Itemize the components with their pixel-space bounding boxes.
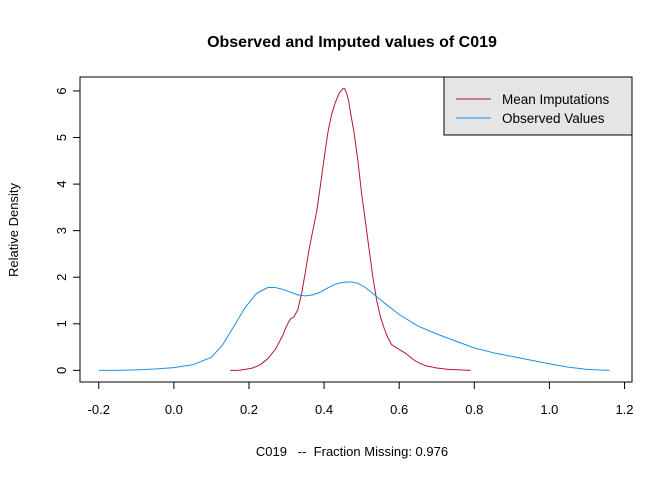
legend-label-mean-imputations: Mean Imputations <box>502 92 610 107</box>
y-axis-label: Relative Density <box>6 183 21 277</box>
series-line-observed-values <box>98 281 610 371</box>
y-tick-label: 4 <box>54 180 69 187</box>
chart-title: Observed and Imputed values of C019 <box>207 34 497 51</box>
series-line-mean-imputations <box>230 88 471 371</box>
y-tick-label: 0 <box>54 367 69 374</box>
x-tick-label: 0.2 <box>240 402 258 417</box>
series-layer <box>98 88 610 371</box>
x-tick-label: 0.4 <box>315 402 333 417</box>
y-tick-label: 3 <box>54 227 69 234</box>
y-tick-label: 1 <box>54 320 69 327</box>
x-tick-label: -0.2 <box>88 402 110 417</box>
y-tick-label: 5 <box>54 134 69 141</box>
y-tick-label: 6 <box>54 87 69 94</box>
legend: Mean Imputations Observed Values <box>443 76 633 136</box>
x-axis: -0.2 0.0 0.2 0.4 0.6 0.8 1.0 1.2 <box>88 381 634 417</box>
x-tick-label: 1.2 <box>615 402 633 417</box>
x-axis-label: C019 -- Fraction Missing: 0.976 <box>256 444 448 459</box>
legend-label-observed-values: Observed Values <box>502 111 605 126</box>
y-axis: 0 1 2 3 4 5 6 <box>54 87 81 374</box>
x-tick-label: 0.6 <box>390 402 408 417</box>
legend-box <box>443 76 633 136</box>
x-tick-label: 0.0 <box>165 402 183 417</box>
x-tick-label: 1.0 <box>540 402 558 417</box>
x-tick-label: 0.8 <box>465 402 483 417</box>
y-tick-label: 2 <box>54 274 69 281</box>
